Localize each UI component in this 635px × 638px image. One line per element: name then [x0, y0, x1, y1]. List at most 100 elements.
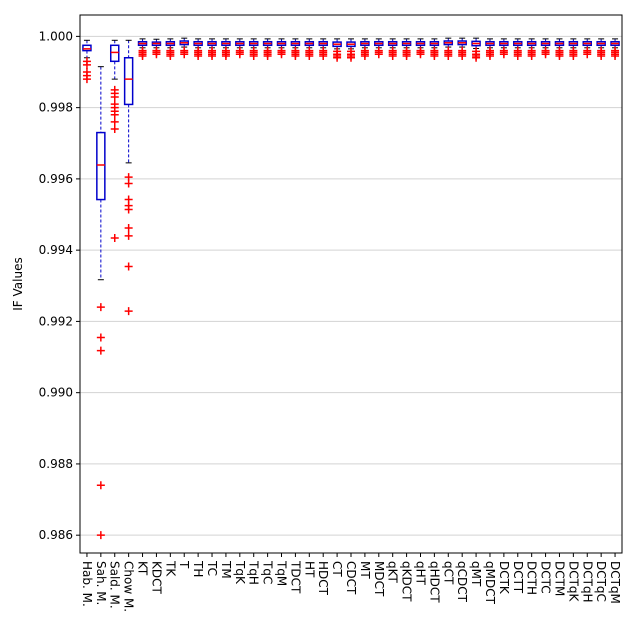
outlier — [319, 51, 328, 60]
box — [123, 57, 134, 106]
y-tick-label: 0.990 — [39, 386, 73, 400]
x-tick-label: MDCT — [372, 561, 386, 597]
outlier — [499, 50, 508, 59]
x-tick-label: qKDCT — [400, 561, 414, 602]
box — [82, 44, 92, 52]
outlier — [416, 50, 425, 59]
box — [109, 44, 120, 63]
x-tick-label: TDCT — [288, 560, 302, 594]
outlier — [527, 51, 536, 60]
x-tick-label: HT — [302, 561, 316, 578]
x-tick-label: MT — [358, 561, 372, 579]
x-tick-label: KDCT — [149, 561, 163, 594]
x-tick-label: HDCT — [316, 561, 330, 596]
x-tick-label: TqC — [261, 560, 275, 584]
outlier — [597, 51, 606, 60]
outlier — [221, 51, 230, 60]
x-tick-label: TC — [205, 560, 219, 576]
outlier — [430, 51, 439, 60]
x-tick-label: DCTK — [497, 561, 511, 595]
outlier — [472, 53, 481, 62]
outlier — [96, 303, 105, 312]
outlier — [124, 224, 133, 233]
outlier — [569, 51, 578, 60]
x-tick-label: TqK — [233, 560, 247, 585]
outlier — [82, 75, 91, 84]
outlier — [124, 231, 133, 240]
y-tick-label: 0.998 — [39, 101, 73, 115]
x-tick-label: T — [177, 560, 191, 569]
outlier — [110, 110, 119, 119]
outlier — [82, 60, 91, 69]
y-tick-label: 1.000 — [39, 29, 73, 43]
outlier — [444, 51, 453, 60]
x-tick-label: TH — [191, 560, 205, 577]
outlier — [458, 51, 467, 60]
outlier — [305, 51, 314, 60]
outlier — [110, 117, 119, 126]
box — [96, 131, 106, 201]
outlier — [110, 234, 119, 243]
x-tick-label: qHDCT — [427, 561, 441, 603]
x-tick-label: DCTM — [552, 561, 566, 596]
x-tick-label: DCTH — [525, 561, 539, 595]
x-tick-label: KT — [136, 561, 150, 576]
outlier — [124, 307, 133, 316]
x-tick-label: CT — [330, 561, 344, 577]
outlier — [110, 92, 119, 101]
x-tick-label: DCTC — [539, 561, 553, 594]
x-tick-label: CDCT — [344, 561, 358, 595]
x-tick-label: qMDCT — [483, 561, 497, 605]
outlier — [555, 51, 564, 60]
outlier — [541, 50, 550, 59]
y-tick-label: 0.988 — [39, 457, 73, 471]
outlier — [513, 51, 522, 60]
x-tick-label: qKT — [386, 561, 400, 584]
x-tick-label: Chow M. — [122, 561, 136, 612]
outlier — [235, 50, 244, 59]
outlier — [402, 51, 411, 60]
y-axis-label: IF Values — [11, 257, 25, 310]
x-tick-label: Sah. M. — [94, 561, 108, 605]
outlier — [96, 333, 105, 342]
x-tick-label: DCTqK — [566, 561, 580, 603]
outlier — [611, 51, 620, 60]
outlier — [291, 51, 300, 60]
x-tick-label: DCTqC — [594, 561, 608, 602]
y-tick-label: 0.996 — [39, 172, 73, 186]
x-tick-label: TqH — [247, 560, 261, 585]
outlier — [124, 262, 133, 271]
y-tick-label: 0.986 — [39, 528, 73, 542]
outlier — [388, 51, 397, 60]
outlier — [485, 51, 494, 60]
x-tick-label: Sald. M. — [108, 561, 122, 609]
x-tick-label: qCT — [441, 561, 455, 585]
x-tick-label: TM — [219, 560, 233, 579]
outlier — [263, 51, 272, 60]
outlier — [249, 51, 258, 60]
outlier — [96, 531, 105, 540]
y-tick-label: 0.992 — [39, 314, 73, 328]
outlier — [124, 179, 133, 188]
y-tick-label: 0.994 — [39, 243, 73, 257]
x-tick-label: qHT — [413, 561, 427, 586]
outlier — [194, 51, 203, 60]
outlier — [96, 346, 105, 355]
outlier — [277, 50, 286, 59]
outlier — [138, 51, 147, 60]
outlier — [96, 481, 105, 490]
x-tick-label: qCDCT — [455, 561, 469, 603]
outlier — [333, 53, 342, 62]
x-tick-label: TK — [163, 560, 177, 577]
outlier — [110, 125, 119, 134]
x-tick-label: qMT — [469, 561, 483, 587]
x-tick-label: TqM — [275, 560, 289, 586]
outlier — [583, 50, 592, 59]
outlier — [374, 50, 383, 59]
x-tick-label: DCTqH — [580, 561, 594, 603]
outlier — [347, 53, 355, 62]
plot-frame — [79, 14, 623, 554]
outlier — [166, 51, 175, 60]
outlier — [124, 205, 133, 214]
